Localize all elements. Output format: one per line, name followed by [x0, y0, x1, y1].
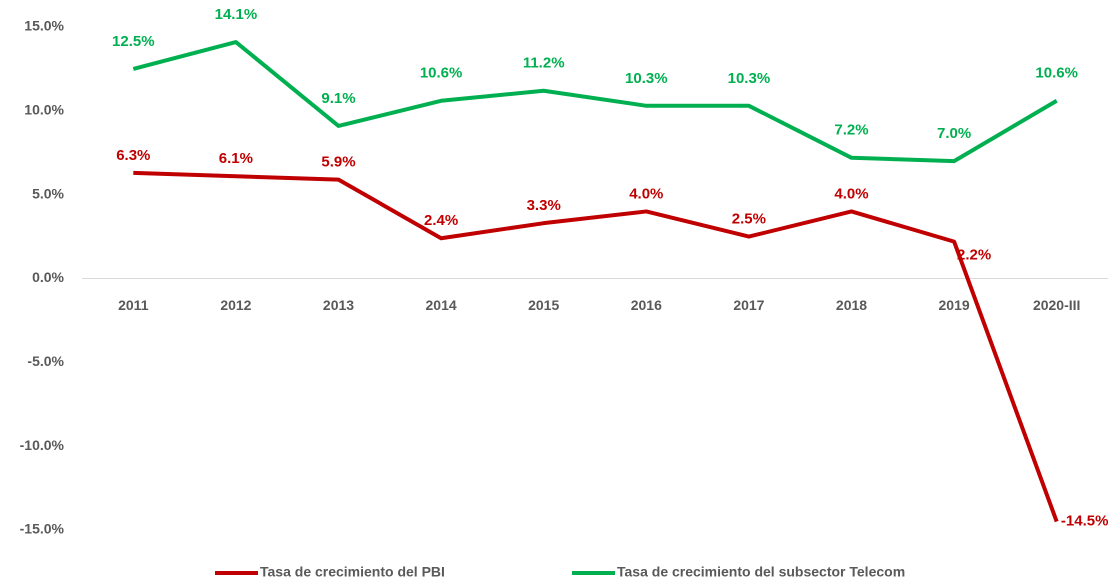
- x-tick-label: 2019: [939, 297, 970, 313]
- y-tick-label: 5.0%: [32, 185, 64, 201]
- x-tick-label: 2013: [323, 297, 354, 313]
- x-tick-label: 2017: [733, 297, 764, 313]
- data-label: 3.3%: [527, 197, 561, 214]
- y-tick-label: 0.0%: [32, 269, 64, 285]
- y-tick-label: 15.0%: [24, 18, 64, 34]
- legend-label: Tasa de crecimiento del PBI: [260, 564, 445, 580]
- data-label: 4.0%: [834, 185, 868, 202]
- legend-label: Tasa de crecimiento del subsector Teleco…: [617, 564, 905, 580]
- x-tick-label: 2018: [836, 297, 867, 313]
- data-label: 7.2%: [834, 122, 868, 139]
- x-tick-label: 2012: [220, 297, 251, 313]
- series-line: [132, 40, 1058, 164]
- data-label: 6.1%: [219, 150, 253, 167]
- data-label: 9.1%: [321, 90, 355, 107]
- data-label: 10.6%: [1035, 65, 1078, 82]
- y-tick-label: 10.0%: [24, 102, 64, 118]
- x-tick-label: 2011: [118, 297, 149, 313]
- data-label: 14.1%: [215, 6, 258, 23]
- data-label: 10.6%: [420, 65, 463, 82]
- data-label: 2.5%: [732, 211, 766, 228]
- data-label: 10.3%: [728, 70, 771, 87]
- data-label: 6.3%: [116, 147, 150, 164]
- data-label: 4.0%: [629, 185, 663, 202]
- data-label: 7.0%: [937, 125, 971, 142]
- x-tick-label: 2020-III: [1033, 297, 1080, 313]
- data-label: 12.5%: [112, 33, 155, 50]
- x-tick-label: 2016: [631, 297, 662, 313]
- y-tick-label: -5.0%: [27, 353, 64, 369]
- data-label: 11.2%: [523, 55, 565, 72]
- data-label: -14.5%: [1061, 513, 1109, 530]
- y-tick-label: -15.0%: [20, 521, 65, 537]
- data-label: 2.4%: [424, 212, 458, 229]
- series-line: [133, 170, 1059, 523]
- x-tick-label: 2014: [426, 297, 457, 313]
- y-tick-label: -10.0%: [20, 437, 65, 453]
- data-label: 5.9%: [321, 154, 355, 171]
- data-label: 10.3%: [625, 70, 668, 87]
- x-tick-label: 2015: [528, 297, 559, 313]
- data-label: 2.2%: [957, 247, 991, 264]
